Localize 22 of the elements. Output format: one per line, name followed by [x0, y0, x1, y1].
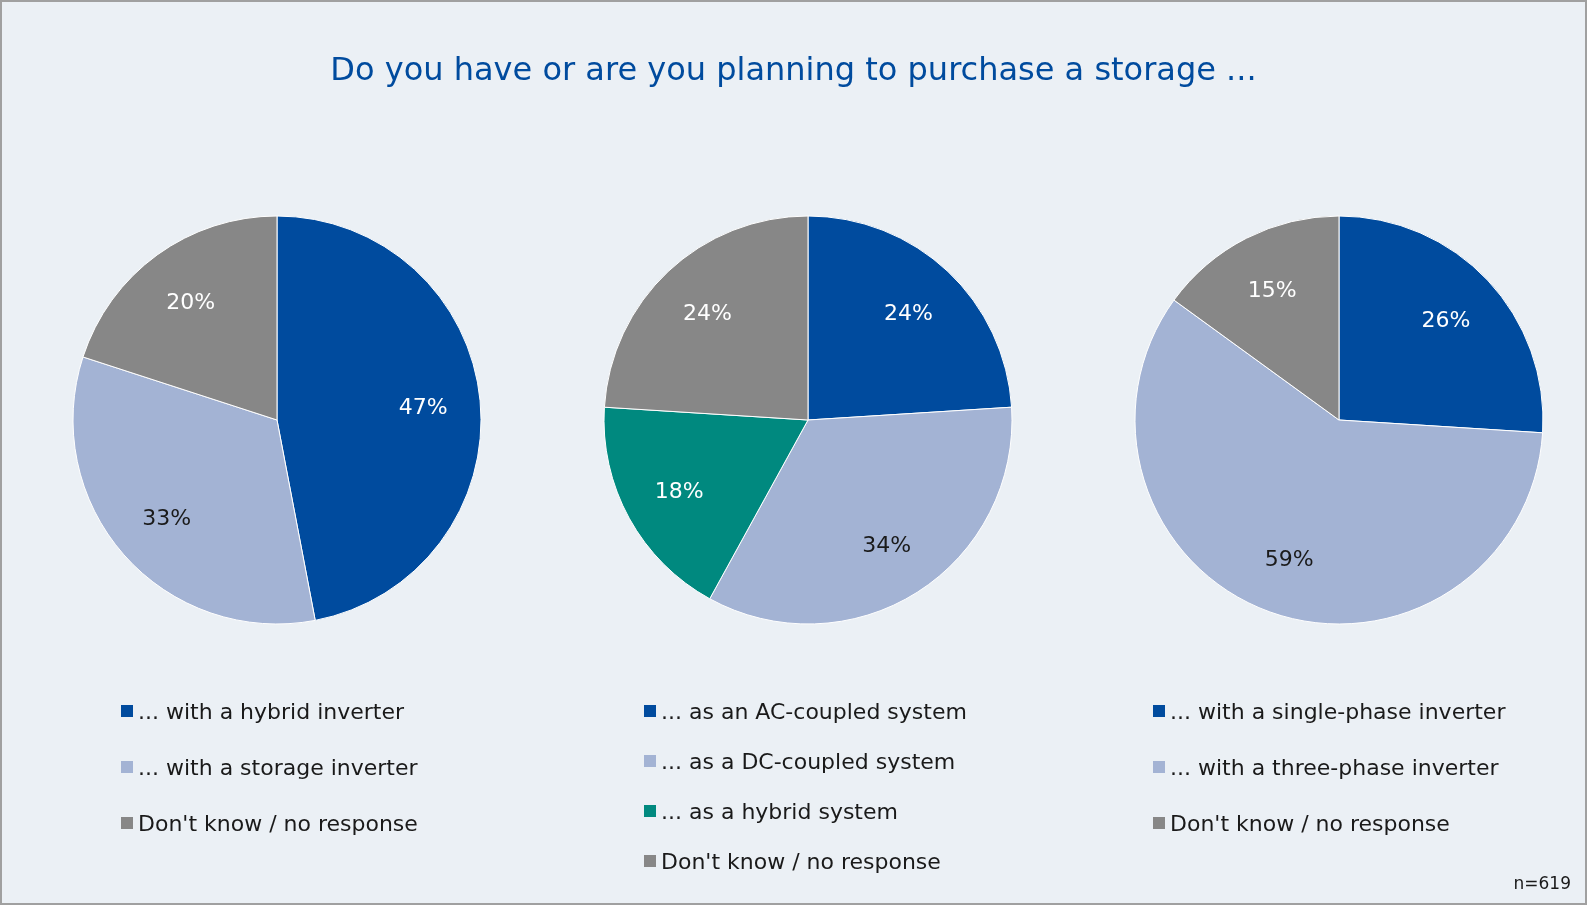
data-label: 18% [654, 478, 704, 504]
data-label: 15% [1247, 276, 1297, 302]
legend-label: ... as a DC-coupled system [661, 748, 956, 774]
data-label: 24% [683, 300, 732, 326]
legend-label: Don't know / no response [661, 848, 941, 874]
data-label: 26% [1421, 306, 1471, 332]
legend-label: Don't know / no response [138, 810, 418, 836]
legend-label: ... with a hybrid inverter [138, 698, 405, 724]
data-label: 33% [142, 504, 192, 530]
data-label: 47% [398, 393, 448, 419]
legend-label: ... as an AC-coupled system [661, 698, 967, 724]
legend-label: ... as a hybrid system [661, 798, 898, 824]
data-label: 34% [862, 531, 912, 557]
legend-label: ... with a single-phase inverter [1170, 698, 1507, 724]
text: n=619 [1513, 873, 1571, 893]
legend-label: ... with a three-phase inverter [1170, 754, 1500, 780]
data-label: 59% [1264, 545, 1314, 571]
text: Do you have or are you planning to purchase a storage ... [330, 50, 1257, 88]
data-label: 24% [884, 300, 933, 326]
legend-label: Don't know / no response [1170, 810, 1450, 836]
data-label: 20% [166, 288, 216, 314]
legend-label: ... with a storage inverter [138, 754, 419, 780]
